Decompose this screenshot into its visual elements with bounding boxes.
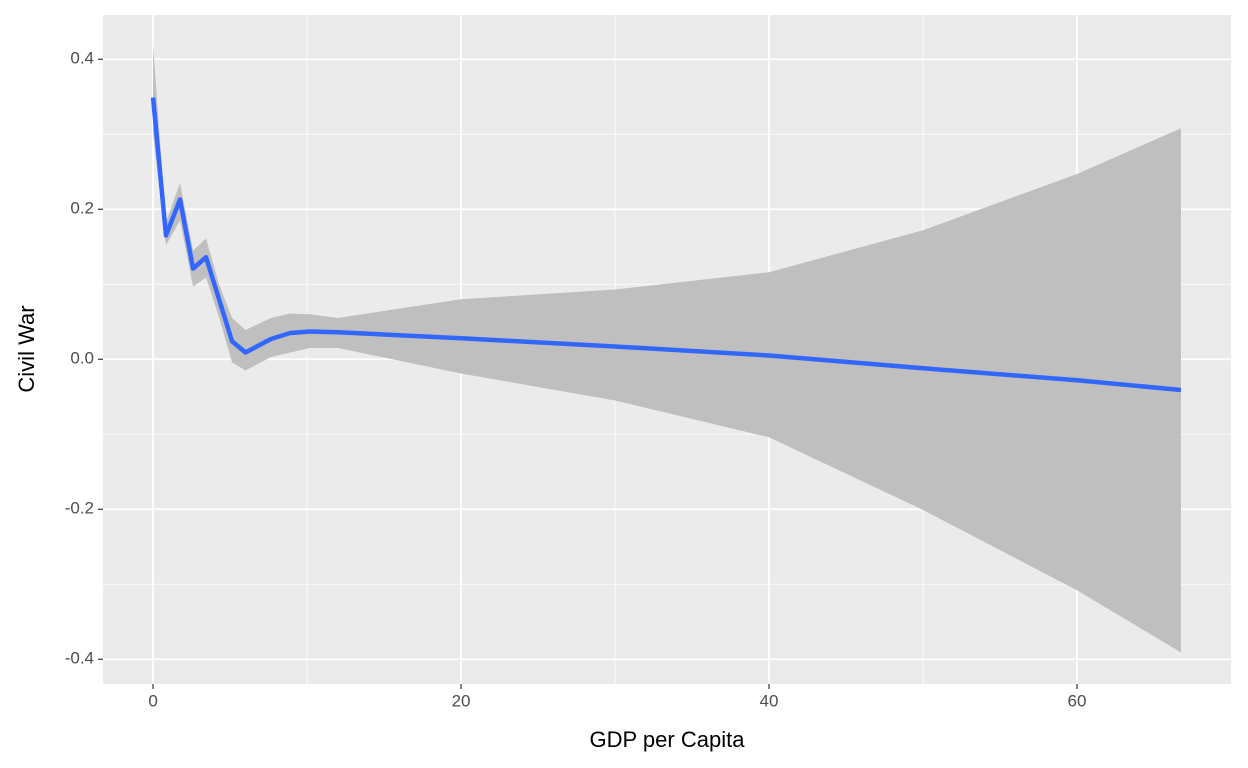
x-tick-label: 20 — [452, 691, 471, 710]
y-tick-label: 0.0 — [70, 349, 94, 368]
trend-line — [150, 97, 1182, 393]
x-tick-label: 40 — [760, 691, 779, 710]
x-axis-title: GDP per Capita — [590, 727, 746, 752]
x-tick-label: 60 — [1068, 691, 1087, 710]
x-tick-label: 0 — [148, 691, 157, 710]
y-tick-label: -0.4 — [65, 649, 94, 668]
y-tick-label: -0.2 — [65, 499, 94, 518]
y-tick-label: 0.4 — [70, 49, 94, 68]
y-axis-title: Civil War — [14, 305, 39, 392]
y-tick-label: 0.2 — [70, 199, 94, 218]
